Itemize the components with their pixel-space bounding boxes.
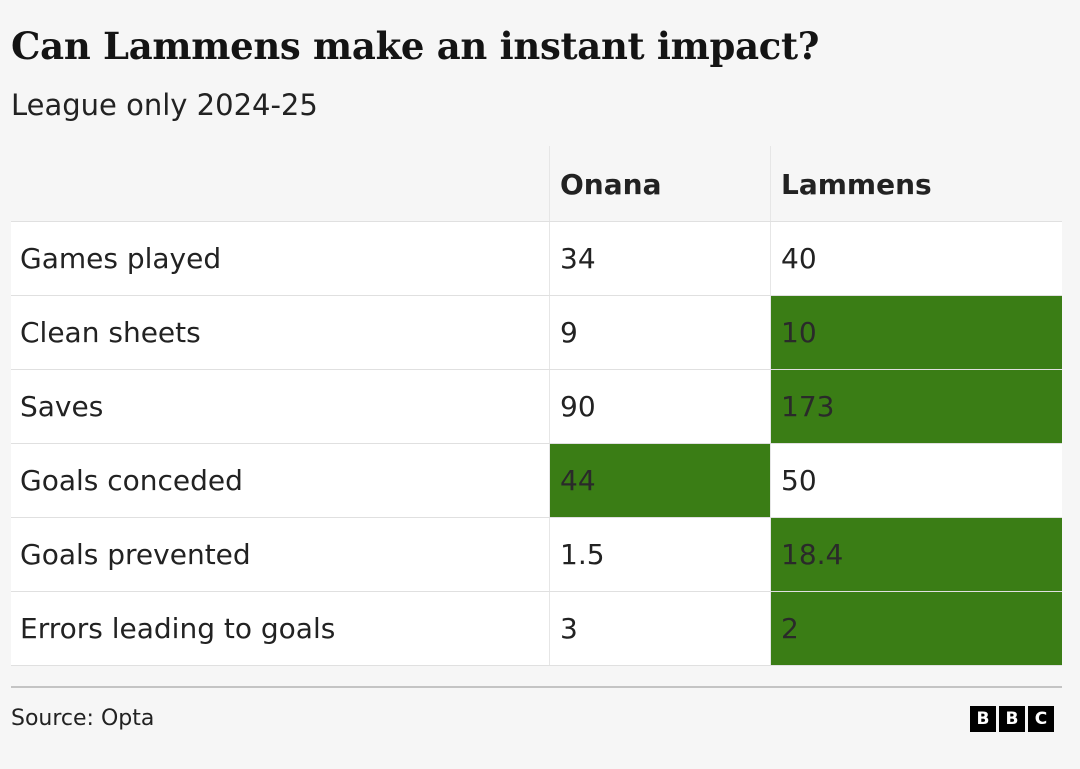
table-row: Saves 90 173 — [11, 370, 1062, 444]
footer-divider — [11, 686, 1062, 688]
lammens-value-cell: 40 — [770, 222, 1062, 295]
metric-cell: Goals prevented — [11, 518, 549, 591]
chart-title: Can Lammens make an instant impact? — [11, 24, 820, 68]
onana-value-cell: 1.5 — [549, 518, 770, 591]
metric-cell: Games played — [11, 222, 549, 295]
bbc-logo-letter: C — [1028, 706, 1054, 732]
chart-subtitle: League only 2024-25 — [11, 88, 318, 122]
lammens-value-cell: 2 — [770, 592, 1062, 665]
onana-value-cell: 3 — [549, 592, 770, 665]
bbc-logo: B B C — [970, 706, 1054, 732]
source-note: Source: Opta — [11, 706, 155, 731]
metric-cell: Errors leading to goals — [11, 592, 549, 665]
header-cell-onana: Onana — [549, 146, 770, 221]
table-row: Goals conceded 44 50 — [11, 444, 1062, 518]
onana-value-cell: 9 — [549, 296, 770, 369]
lammens-value-cell: 173 — [770, 370, 1062, 443]
lammens-value-cell: 18.4 — [770, 518, 1062, 591]
lammens-value-cell: 10 — [770, 296, 1062, 369]
metric-cell: Saves — [11, 370, 549, 443]
table-row: Goals prevented 1.5 18.4 — [11, 518, 1062, 592]
table-row: Errors leading to goals 3 2 — [11, 592, 1062, 666]
bbc-logo-letter: B — [970, 706, 996, 732]
comparison-table: Onana Lammens Games played 34 40 Clean s… — [11, 146, 1062, 666]
lammens-value-cell: 50 — [770, 444, 1062, 517]
table-header-row: Onana Lammens — [11, 146, 1062, 222]
metric-cell: Clean sheets — [11, 296, 549, 369]
metric-cell: Goals conceded — [11, 444, 549, 517]
header-cell-lammens: Lammens — [770, 146, 1062, 221]
onana-value-cell: 44 — [549, 444, 770, 517]
onana-value-cell: 34 — [549, 222, 770, 295]
onana-value-cell: 90 — [549, 370, 770, 443]
bbc-logo-letter: B — [999, 706, 1025, 732]
header-cell-metric — [11, 146, 549, 221]
table-row: Clean sheets 9 10 — [11, 296, 1062, 370]
table-row: Games played 34 40 — [11, 222, 1062, 296]
